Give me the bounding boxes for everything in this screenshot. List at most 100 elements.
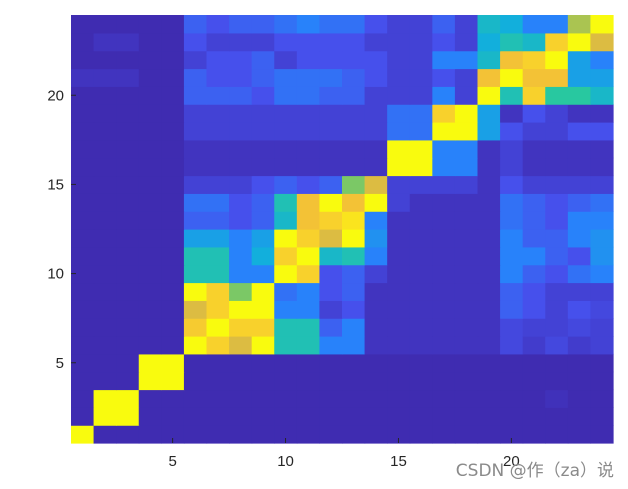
- heatmap-cell: [251, 68, 275, 87]
- heatmap-cell: [342, 104, 366, 123]
- heatmap-cell: [251, 229, 275, 248]
- heatmap-cell: [567, 15, 592, 34]
- heatmap-cell: [432, 122, 456, 141]
- heatmap-cell: [116, 139, 140, 159]
- heatmap-cell: [206, 104, 230, 123]
- heatmap-cell: [206, 32, 230, 52]
- heatmap-cell: [409, 157, 433, 177]
- heatmap-cell: [477, 157, 501, 177]
- heatmap-cell: [454, 353, 479, 373]
- heatmap-cell: [500, 300, 524, 319]
- heatmap-cell: [183, 318, 208, 337]
- heatmap-cell: [251, 425, 275, 444]
- heatmap-cell: [342, 407, 366, 426]
- heatmap-cell: [567, 229, 592, 248]
- heatmap-cell: [71, 336, 95, 355]
- heatmap-cell: [432, 300, 456, 319]
- heatmap-cell: [161, 86, 185, 105]
- heatmap-cell: [229, 246, 253, 266]
- heatmap-cell: [545, 229, 569, 248]
- heatmap-cell: [477, 32, 501, 52]
- heatmap-cell: [296, 371, 321, 391]
- heatmap-cell: [229, 157, 253, 177]
- heatmap-cell: [432, 50, 456, 70]
- heatmap-cell: [567, 300, 592, 319]
- heatmap-cell: [116, 32, 140, 52]
- heatmap-cell: [229, 264, 253, 284]
- heatmap-cell: [590, 300, 614, 319]
- heatmap-cell: [319, 371, 343, 391]
- heatmap-cell: [522, 264, 546, 284]
- heatmap-cell: [206, 264, 230, 284]
- heatmap-cell: [545, 282, 569, 301]
- heatmap-cell: [590, 32, 614, 52]
- heatmap-cell: [545, 32, 569, 52]
- heatmap-cell: [522, 175, 546, 194]
- heatmap-cell: [319, 139, 343, 159]
- heatmap-cell: [116, 175, 140, 194]
- heatmap-cell: [274, 139, 298, 159]
- heatmap-cell: [409, 425, 433, 444]
- heatmap-cell: [522, 353, 546, 373]
- heatmap-cell: [432, 139, 456, 159]
- heatmap-cell: [138, 193, 162, 212]
- heatmap-cell: [319, 32, 343, 52]
- heatmap-cell: [161, 389, 185, 408]
- heatmap-cell: [183, 15, 208, 34]
- heatmap-cell: [545, 139, 569, 159]
- heatmap-cell: [274, 104, 298, 123]
- heatmap-cell: [500, 353, 524, 373]
- heatmap-cell: [590, 175, 614, 194]
- heatmap-cell: [522, 193, 546, 212]
- heatmap-cell: [319, 104, 343, 123]
- heatmap-cell: [454, 318, 479, 337]
- heatmap-cell: [409, 193, 433, 212]
- x-tick-label: 10: [277, 453, 294, 470]
- heatmap-cell: [454, 86, 479, 105]
- heatmap-cell: [138, 371, 162, 391]
- heatmap-cell: [274, 229, 298, 248]
- heatmap-cell: [319, 229, 343, 248]
- heatmap-cell: [545, 157, 569, 177]
- heatmap-cell: [364, 229, 388, 248]
- heatmap-cell: [387, 122, 411, 141]
- heatmap-cell: [500, 211, 524, 230]
- heatmap-cell: [138, 336, 162, 355]
- heatmap-cell: [319, 318, 343, 337]
- heatmap-cell: [387, 353, 411, 373]
- heatmap-cell: [161, 229, 185, 248]
- heatmap-cell: [432, 371, 456, 391]
- heatmap-cell: [500, 389, 524, 408]
- heatmap-cell: [409, 229, 433, 248]
- heatmap-cell: [432, 246, 456, 266]
- heatmap-cell: [387, 211, 411, 230]
- heatmap-cell: [500, 175, 524, 194]
- heatmap-cell: [229, 68, 253, 87]
- heatmap-cell: [364, 86, 388, 105]
- heatmap-cell: [387, 175, 411, 194]
- heatmap-cell: [545, 264, 569, 284]
- heatmap-cell: [71, 50, 95, 70]
- heatmap-cell: [567, 32, 592, 52]
- heatmap-cell: [500, 425, 524, 444]
- heatmap-cell: [138, 157, 162, 177]
- heatmap-cell: [183, 157, 208, 177]
- heatmap-cell: [116, 193, 140, 212]
- heatmap-cell: [206, 157, 230, 177]
- heatmap-cell: [342, 353, 366, 373]
- heatmap-cell: [387, 193, 411, 212]
- heatmap-cell: [71, 246, 95, 266]
- heatmap-cell: [454, 371, 479, 391]
- heatmap-cell: [545, 211, 569, 230]
- heatmap-cell: [567, 139, 592, 159]
- heatmap-cell: [454, 50, 479, 70]
- heatmap-cell: [161, 264, 185, 284]
- heatmap-cell: [364, 193, 388, 212]
- heatmap-cell: [364, 300, 388, 319]
- heatmap-cell: [590, 353, 614, 373]
- heatmap-cell: [138, 407, 162, 426]
- heatmap-cell: [251, 211, 275, 230]
- heatmap-cell: [342, 211, 366, 230]
- heatmap-cell: [229, 104, 253, 123]
